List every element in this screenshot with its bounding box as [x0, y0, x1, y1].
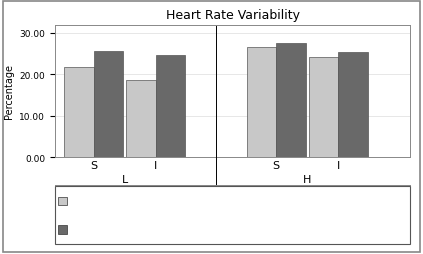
Text: L: L	[122, 174, 128, 184]
Text: 25.65: 25.65	[121, 225, 148, 234]
Text: 26.55: 26.55	[278, 196, 306, 206]
Text: 24.65: 24.65	[200, 225, 227, 234]
Y-axis label: Percentage: Percentage	[4, 64, 14, 119]
Bar	[338, 53, 368, 157]
Title: Heart Rate Variability: Heart Rate Variability	[166, 9, 299, 22]
Bar	[64, 68, 94, 157]
Text: 21.66: 21.66	[121, 196, 148, 206]
Bar	[156, 56, 185, 157]
Text: 24.24: 24.24	[357, 196, 385, 206]
Bar	[247, 48, 276, 157]
Bar	[94, 52, 123, 157]
Text: 25.43: 25.43	[357, 225, 385, 234]
Bar	[309, 57, 338, 157]
Text: P: P	[69, 225, 75, 234]
Text: 27.56: 27.56	[278, 225, 306, 234]
Text: N: N	[69, 196, 76, 206]
Bar	[276, 44, 305, 157]
Text: H: H	[303, 174, 311, 184]
Bar	[126, 81, 156, 157]
Text: 18.65: 18.65	[200, 196, 227, 206]
